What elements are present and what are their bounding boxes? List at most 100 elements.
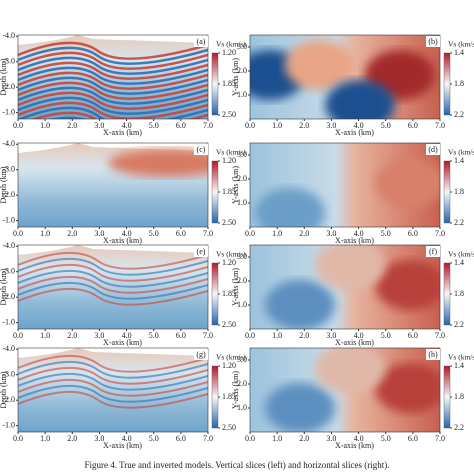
x-tick-label: 2.0 <box>299 229 309 238</box>
y-tick-label: 2.0 <box>237 66 247 75</box>
panel-label: (h) <box>428 350 438 359</box>
colorbar-tick-label: 1.85 <box>222 392 236 401</box>
colorbar-title: Vs (km/s) <box>448 353 474 362</box>
x-axis-label: X-axis (km) <box>103 441 142 450</box>
x-tick-label: 7.0 <box>435 434 445 443</box>
panel-image <box>250 245 440 329</box>
y-tick-label: 1.0 <box>237 198 247 207</box>
air <box>18 348 208 358</box>
colorbar-tick-label: 2.2 <box>454 110 464 119</box>
colorbar <box>211 52 219 116</box>
layer <box>18 66 208 85</box>
panel-image <box>250 348 440 432</box>
layer <box>18 361 208 379</box>
x-tick-label: 3.0 <box>94 434 104 443</box>
blob <box>325 80 395 119</box>
y-tick-label: -2.0 <box>2 82 15 91</box>
panel-label: (g) <box>196 350 206 359</box>
layer <box>18 41 208 60</box>
y-tick-label: 1.0 <box>237 403 247 412</box>
x-axis-label: X-axis (km) <box>103 236 142 245</box>
frame <box>17 347 209 433</box>
y-tick-label: -3.0 <box>2 57 15 66</box>
colorbar <box>211 262 219 326</box>
colorbar-tick-label: 1.20 <box>222 258 236 267</box>
x-tick-label: 3.0 <box>94 331 104 340</box>
panel-label-box <box>194 144 208 155</box>
x-tick-label: 5.0 <box>381 434 391 443</box>
colorbar-tick-label: 2.2 <box>454 218 464 227</box>
panel-image <box>18 35 208 119</box>
x-tick-label: 4.0 <box>354 229 364 238</box>
frame <box>249 142 441 228</box>
colorbar <box>443 52 451 116</box>
blob <box>265 280 335 329</box>
x-axis-label: X-axis (km) <box>335 338 374 347</box>
x-tick-label: 7.0 <box>203 229 213 238</box>
x-tick-label: 2.0 <box>67 331 77 340</box>
panel-image <box>18 348 208 432</box>
layer <box>18 86 208 105</box>
layer <box>18 276 208 294</box>
x-tick-label: 7.0 <box>203 434 213 443</box>
panel-image <box>250 143 440 227</box>
x-tick-label: 0.0 <box>13 331 23 340</box>
colorbar-tick-label: 1.8 <box>454 79 464 88</box>
x-tick-label: 5.0 <box>149 434 159 443</box>
x-tick-label: 0.0 <box>13 434 23 443</box>
frame <box>17 34 209 120</box>
colorbar-title: Vs (km/s) <box>448 148 474 157</box>
x-tick-label: 7.0 <box>203 331 213 340</box>
panel-label-box <box>426 144 440 155</box>
y-tick-label: -4.0 <box>2 241 15 250</box>
frame <box>249 244 441 330</box>
colorbar-title: Vs (km/s) <box>216 250 246 259</box>
x-tick-label: 7.0 <box>435 229 445 238</box>
blob <box>255 188 325 227</box>
x-tick-label: 6.0 <box>408 121 418 130</box>
x-tick-label: 4.0 <box>354 331 364 340</box>
colorbar <box>443 160 451 224</box>
y-tick-label: 3.0 <box>237 150 247 159</box>
colorbar-tick-label: 1.8 <box>454 289 464 298</box>
x-tick-label: 1.0 <box>40 434 50 443</box>
x-tick-label: 5.0 <box>149 331 159 340</box>
x-tick-label: 4.0 <box>354 121 364 130</box>
x-tick-label: 2.0 <box>67 121 77 130</box>
colorbar-tick-label: 1.20 <box>222 361 236 370</box>
blob <box>108 149 208 177</box>
colorbar-tick-label: 1.4 <box>454 156 464 165</box>
x-axis-label: X-axis (km) <box>335 441 374 450</box>
y-tick-label: 1.0 <box>237 90 247 99</box>
panel-label: (e) <box>197 247 206 256</box>
x-tick-label: 6.0 <box>176 229 186 238</box>
y-tick-label: -4.0 <box>2 139 15 148</box>
x-axis-label: X-axis (km) <box>335 128 374 137</box>
x-tick-label: 6.0 <box>408 434 418 443</box>
y-axis-label: Depth (km) <box>0 268 8 305</box>
frame <box>17 244 209 330</box>
x-tick-label: 6.0 <box>408 331 418 340</box>
x-tick-label: 0.0 <box>245 121 255 130</box>
x-tick-label: 0.0 <box>245 229 255 238</box>
panel-label-box <box>194 246 208 257</box>
layer <box>18 379 208 397</box>
x-tick-label: 1.0 <box>40 121 50 130</box>
panel-label-box <box>426 246 440 257</box>
layer <box>18 373 208 391</box>
y-tick-label: -3.0 <box>2 165 15 174</box>
air <box>18 245 208 255</box>
x-tick-label: 7.0 <box>435 121 445 130</box>
layer <box>18 282 208 300</box>
y-tick-label: -2.0 <box>2 395 15 404</box>
x-tick-label: 1.0 <box>272 331 282 340</box>
panel-image <box>18 143 208 227</box>
layer <box>18 81 208 100</box>
x-tick-label: 3.0 <box>326 229 336 238</box>
y-tick-label: -1.0 <box>2 107 15 116</box>
panel-label: (b) <box>428 37 438 46</box>
x-tick-label: 2.0 <box>299 121 309 130</box>
y-tick-label: 3.0 <box>237 355 247 364</box>
colorbar-tick-label: 1.4 <box>454 258 464 267</box>
x-tick-label: 0.0 <box>13 229 23 238</box>
